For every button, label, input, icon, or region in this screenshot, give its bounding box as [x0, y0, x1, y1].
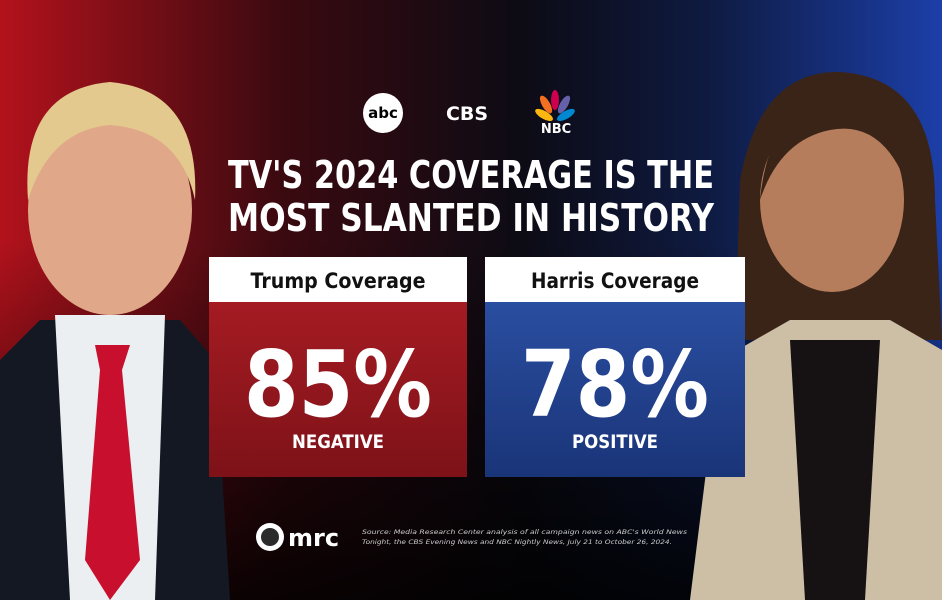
abc-logo: abc [368, 104, 398, 122]
panel-body [209, 302, 467, 477]
mrc-emblem-inner [261, 528, 279, 546]
panel-value: 85% [244, 331, 432, 438]
panel-header: Harris Coverage [531, 269, 699, 293]
panel-value: 78% [521, 331, 709, 438]
left-portrait [0, 82, 230, 600]
panel-header: Trump Coverage [251, 269, 426, 293]
panel-label: NEGATIVE [292, 431, 384, 453]
brand-logo: mrc [288, 524, 339, 552]
panel-header-box [209, 257, 467, 302]
panel-body [485, 302, 745, 477]
source-note: Source: Media Research Center analysis o… [362, 528, 688, 536]
title-line: TV'S 2024 COVERAGE IS THE [228, 153, 714, 197]
panel-header-box [485, 257, 745, 302]
title-line: MOST SLANTED IN HISTORY [228, 196, 714, 240]
nbc-peacock [535, 90, 575, 122]
panel-label: POSITIVE [572, 431, 658, 453]
cbs-logo: CBS [446, 103, 488, 125]
source-note: Tonight, the CBS Evening News and NBC Ni… [362, 538, 672, 546]
harris-panel: Harris Coverage 78% POSITIVE [485, 257, 745, 477]
nbc-logo: NBC [541, 122, 571, 137]
trump-panel: Trump Coverage 85% NEGATIVE [209, 257, 467, 477]
abc-logo-disc [363, 93, 403, 133]
right-portrait [690, 71, 942, 600]
